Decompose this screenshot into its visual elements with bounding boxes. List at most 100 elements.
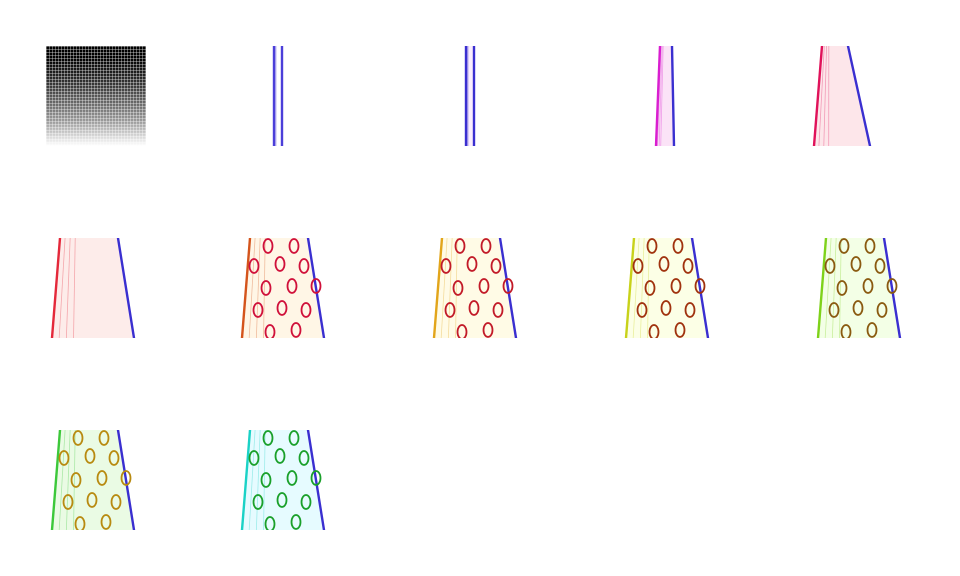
frame-sketch-line: [263, 238, 266, 338]
frame-drawing: [272, 46, 284, 146]
frame-spot: [864, 238, 876, 254]
frame-spot: [62, 494, 74, 510]
frame-spot: [480, 238, 492, 254]
frame-spot: [672, 238, 684, 254]
frame-spot: [286, 470, 298, 486]
frame-spot: [682, 258, 694, 274]
frame-spot: [86, 492, 98, 508]
frame-sketch-line: [65, 238, 71, 338]
frame-drawing: [816, 238, 902, 338]
frame-spot: [298, 258, 310, 274]
frame-spot: [276, 300, 288, 316]
frame-spot: [274, 448, 286, 464]
frame-sketch-line: [632, 238, 640, 338]
frame-spot: [840, 324, 852, 338]
frame-spot: [58, 450, 70, 466]
frame-sketch-line: [248, 430, 256, 530]
frame-sketch-line: [639, 238, 645, 338]
frame-spot: [300, 494, 312, 510]
sprite-frame: [236, 46, 336, 146]
frame-drawing: [464, 46, 476, 146]
frame-spot: [440, 258, 452, 274]
frame-sketch-line: [818, 46, 825, 146]
frame-outline-left: [624, 238, 636, 338]
frame-spot: [876, 302, 888, 318]
frame-sketch-line: [73, 430, 76, 530]
frame-outline-right: [116, 238, 136, 338]
sprite-frame: [236, 238, 336, 338]
frame-spot: [670, 278, 682, 294]
frame-spot: [98, 430, 110, 446]
sprite-frame: [812, 238, 912, 338]
frame-body: [814, 46, 870, 146]
frame-drawing: [812, 46, 872, 146]
sprite-frame: [236, 430, 336, 530]
frame-sketch-line: [455, 238, 458, 338]
frame-spot: [276, 492, 288, 508]
sprite-frame: [428, 46, 528, 146]
frame-spot: [636, 302, 648, 318]
frame-spot: [482, 322, 494, 338]
frame-outline-right: [116, 430, 136, 530]
frame-spot: [632, 258, 644, 274]
frame-spot: [456, 324, 468, 338]
frame-sketch-line: [647, 238, 650, 338]
frame-drawing: [240, 430, 326, 530]
frame-spot: [866, 322, 878, 338]
frame-spot: [674, 322, 686, 338]
sprite-frame: [812, 46, 912, 146]
frame-outline-right: [498, 238, 518, 338]
frame-spot: [252, 302, 264, 318]
frame-spot: [70, 472, 82, 488]
frame-spot: [452, 280, 464, 296]
frame-spot: [288, 430, 300, 446]
frame-spot: [824, 258, 836, 274]
frame-spot: [828, 302, 840, 318]
frame-outline-right: [690, 238, 710, 338]
frame-drawing: [240, 238, 326, 338]
frame-outline-left: [50, 430, 62, 530]
frame-spot: [658, 256, 670, 272]
frame-spot: [264, 516, 276, 530]
frame-spot: [862, 278, 874, 294]
frame-drawing: [624, 238, 710, 338]
frame-spot: [874, 258, 886, 274]
frame-spot: [110, 494, 122, 510]
frame-spot: [286, 278, 298, 294]
frame-outline-right: [846, 46, 872, 146]
sprite-frame: [46, 46, 146, 146]
frame-drawing: [432, 238, 518, 338]
frame-outline-left: [50, 238, 62, 338]
frame-spot: [248, 258, 260, 274]
frame-spot: [100, 514, 112, 530]
frame-spot: [290, 514, 302, 530]
frame-spot: [74, 516, 86, 530]
frame-spot: [84, 448, 96, 464]
frame-spot: [274, 256, 286, 272]
frame-spot: [72, 430, 84, 446]
frame-spot: [444, 302, 456, 318]
frame-outline-right: [306, 238, 326, 338]
frame-outline-left: [240, 238, 252, 338]
frame-spot: [850, 256, 862, 272]
frame-sketch-line: [255, 238, 261, 338]
frame-outline-left: [816, 238, 828, 338]
frame-spot: [886, 278, 898, 294]
frame-sketch-line: [660, 46, 664, 146]
frame-drawing: [654, 46, 676, 146]
sprite-frame: [46, 238, 146, 338]
frame-sketch-line: [58, 238, 66, 338]
frame-spot: [298, 450, 310, 466]
frame-body: [466, 46, 474, 146]
frame-sketch-line: [65, 430, 71, 530]
frame-outline-left: [432, 238, 444, 338]
frame-spot: [660, 300, 672, 316]
frame-spot: [468, 300, 480, 316]
frame-spot: [838, 238, 850, 254]
frame-sketch-line: [440, 238, 448, 338]
frame-spot: [646, 238, 658, 254]
sprite-frame: [620, 238, 720, 338]
frame-sketch-line: [255, 430, 261, 530]
frame-spot: [694, 278, 706, 294]
